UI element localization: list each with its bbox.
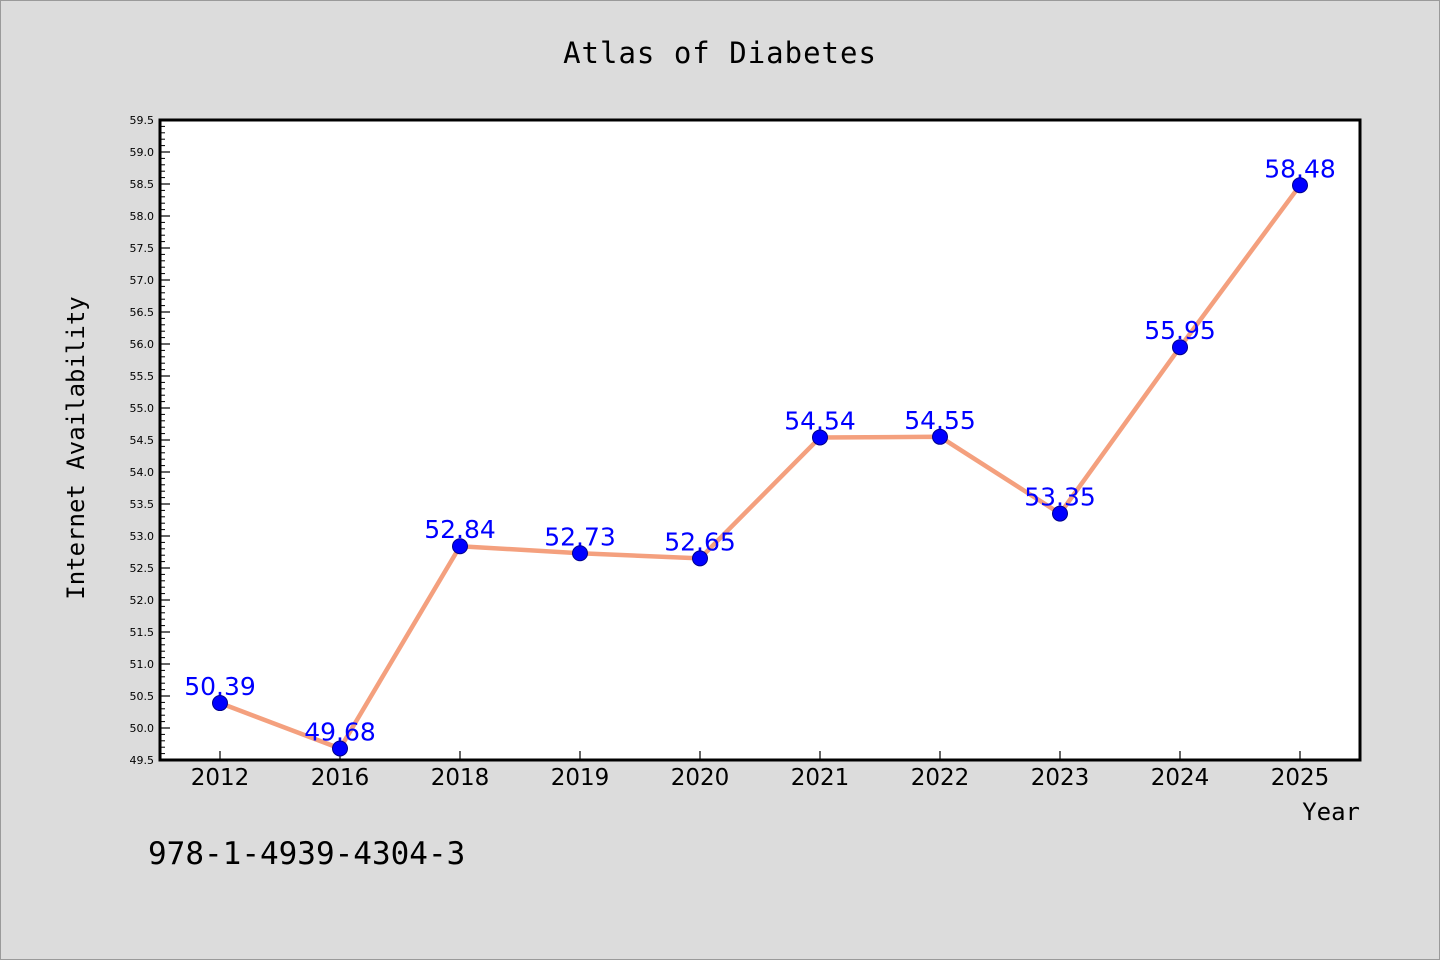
y-tick-label: 57.0: [130, 274, 155, 287]
x-tick-label: 2016: [311, 765, 370, 791]
data-label: 52.84: [424, 515, 496, 544]
x-axis-label: Year: [1302, 798, 1360, 826]
y-tick-label: 53.5: [130, 498, 155, 511]
x-tick-label: 2018: [431, 765, 490, 791]
y-axis-label: Internet Availability: [62, 296, 90, 599]
chart-title: Atlas of Diabetes: [563, 36, 877, 70]
x-tick-label: 2023: [1031, 765, 1090, 791]
data-label: 53.35: [1024, 483, 1096, 512]
data-point: [932, 428, 948, 445]
data-label: 54.54: [784, 406, 856, 435]
x-tick-label: 2024: [1151, 765, 1210, 791]
y-tick-label: 51.0: [130, 658, 155, 671]
isbn-footnote: 978-1-4939-4304-3: [148, 836, 465, 872]
data-label: 49.68: [304, 717, 376, 746]
series-line: [219, 183, 1302, 751]
y-tick-label: 59.5: [130, 114, 155, 127]
y-tick-label: 55.0: [130, 402, 155, 415]
plot-area: [158, 118, 1362, 762]
y-tick-label: 55.5: [130, 370, 155, 383]
data-point: [1052, 505, 1068, 522]
y-tick-label: 54.5: [130, 434, 155, 447]
data-point: [572, 545, 588, 562]
data-label: 52.73: [544, 522, 616, 551]
y-tick-label: 56.5: [130, 306, 155, 319]
data-label: 52.65: [664, 527, 736, 556]
data-point: [212, 695, 228, 712]
y-tick-label: 50.5: [130, 690, 155, 703]
y-tick-label: 52.0: [130, 594, 155, 607]
y-tick-label: 58.5: [130, 178, 155, 191]
y-tick-label: 57.5: [130, 242, 155, 255]
data-point: [452, 538, 468, 555]
y-tick-label: 51.5: [130, 626, 155, 639]
y-tick-label: 52.5: [130, 562, 155, 575]
data-point: [1292, 177, 1308, 194]
data-label: 54.55: [904, 406, 976, 435]
y-tick-label: 54.0: [130, 466, 155, 479]
data-point: [1172, 339, 1188, 356]
y-tick-label: 53.0: [130, 530, 155, 543]
x-tick-label: 2025: [1271, 765, 1330, 791]
x-tick-label: 2022: [911, 765, 970, 791]
data-point: [812, 429, 828, 446]
y-tick-label: 50.0: [130, 722, 155, 735]
x-tick-label: 2019: [551, 765, 610, 791]
x-axis-ticks: 2012 2016 2018 2019 2020 2021 2022 2023 2024 2025: [191, 751, 1330, 791]
y-tick-label: 49.5: [130, 754, 155, 767]
y-tick-label: 58.0: [130, 210, 155, 223]
y-tick-label: 56.0: [130, 338, 155, 351]
x-tick-label: 2012: [191, 765, 250, 791]
y-tick-label: 59.0: [130, 146, 155, 159]
x-tick-label: 2021: [791, 765, 850, 791]
data-point: [692, 550, 708, 567]
data-label: 50.39: [184, 672, 256, 701]
data-point: [332, 740, 348, 757]
data-labels: 50.39 49.68 52.84 52.73 52.65 54.54 54.55 53.35…: [184, 154, 1336, 746]
data-label: 58.48: [1264, 154, 1336, 183]
x-tick-label: 2020: [671, 765, 730, 791]
data-markers: [212, 177, 1308, 757]
y-axis-ticks: 49.5 50.0 50.5 51.0 51.5 52.0 52.5 53.0 53.5 54.0…: [130, 114, 170, 767]
data-label: 55.95: [1144, 316, 1216, 345]
